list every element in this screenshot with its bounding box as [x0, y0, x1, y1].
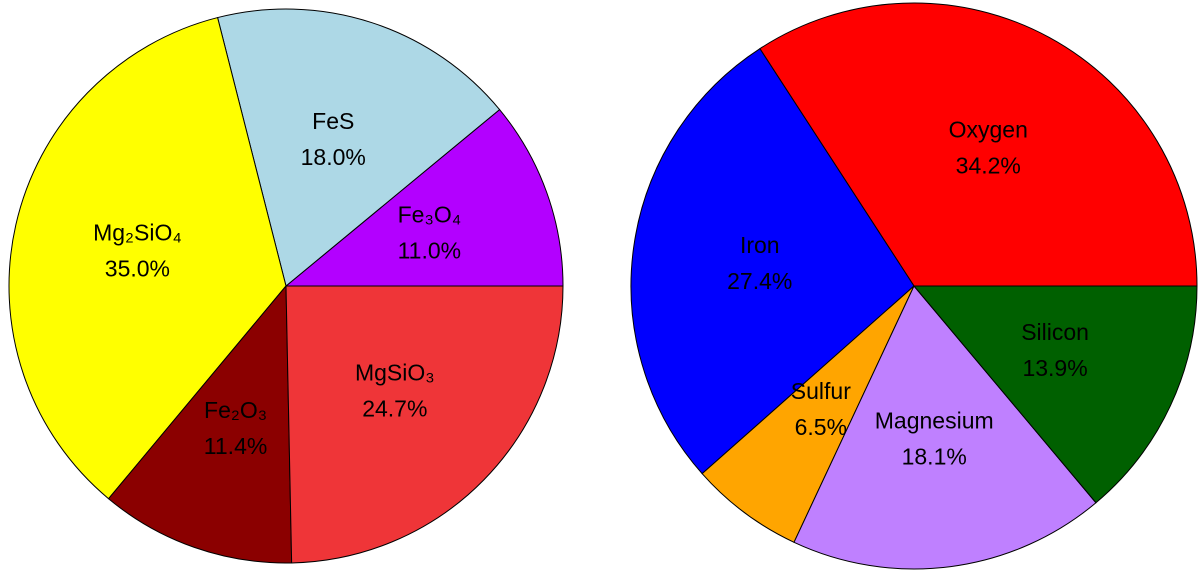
- value-label: 35.0%: [105, 255, 170, 281]
- value-label: 13.9%: [1022, 355, 1087, 381]
- slice-label: Fe₃O₄: [398, 202, 462, 228]
- value-label: 18.1%: [902, 443, 967, 469]
- slice-label: Fe₂O₃: [204, 397, 267, 423]
- value-label: 27.4%: [727, 268, 792, 294]
- pie-slice: [107, 284, 293, 564]
- pie-slice: [793, 285, 1097, 570]
- value-label: 34.2%: [956, 152, 1021, 178]
- pie-slice: [701, 285, 915, 543]
- value-label: 11.0%: [398, 238, 462, 264]
- slice-label: Oxygen: [949, 116, 1028, 142]
- pie-slice: [759, 2, 1198, 287]
- value-label: 24.7%: [362, 396, 427, 422]
- pie-slice: [912, 285, 1198, 504]
- slice-label: Iron: [740, 232, 780, 258]
- slice-label: Sulfur: [791, 378, 851, 404]
- slice-label: Silicon: [1021, 319, 1089, 345]
- value-label: 11.4%: [204, 433, 268, 459]
- value-label: 18.0%: [301, 144, 366, 170]
- pie-slice: [630, 47, 915, 475]
- value-label: 6.5%: [795, 414, 847, 440]
- slice-label: Mg₂SiO₄: [93, 219, 182, 245]
- slice-label: FeS: [312, 108, 354, 134]
- pie-slice: [216, 8, 501, 287]
- slice-label: MgSiO₃: [355, 360, 435, 386]
- slice-label: Magnesium: [875, 407, 994, 433]
- pie-slice: [8, 16, 287, 500]
- pie-slice: [284, 108, 564, 287]
- pie-slice: [285, 285, 564, 564]
